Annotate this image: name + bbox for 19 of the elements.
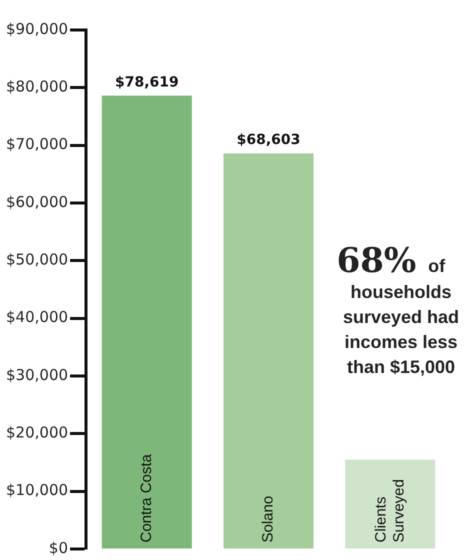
data-label: $68,603 xyxy=(236,132,300,148)
y-tick-label: $90,000 xyxy=(6,20,68,38)
annotation: 68% of households surveyed had incomes less than $15,000 xyxy=(336,241,460,377)
y-tick-label: $80,000 xyxy=(6,78,68,96)
y-tick-label: $30,000 xyxy=(6,366,68,384)
y-tick-label: $50,000 xyxy=(6,250,68,269)
y-tick-label: $10,000 xyxy=(6,481,68,500)
x-tick-label: Clients Surveyed xyxy=(372,479,408,542)
x-tick-label: Solano xyxy=(260,496,277,542)
y-tick-label: $40,000 xyxy=(6,308,68,326)
y-tick-label: $70,000 xyxy=(6,135,68,154)
bar xyxy=(345,460,436,548)
bar xyxy=(102,96,192,548)
y-tick-label: $60,000 xyxy=(6,192,68,211)
bar xyxy=(224,153,314,548)
y-tick-label: $0 xyxy=(48,538,68,557)
data-label: $78,619 xyxy=(114,74,179,90)
x-tick-label: Contra Costa xyxy=(138,453,155,542)
y-tick-label: $20,000 xyxy=(6,424,68,442)
